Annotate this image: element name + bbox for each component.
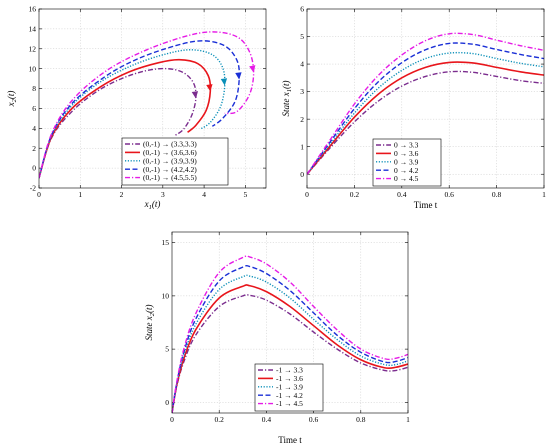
legend-label-3: -1 → 3.9	[276, 382, 303, 391]
x-axis-label: Time t	[414, 200, 438, 210]
y-tick-label: 15	[162, 238, 170, 247]
y-tick-label: 6	[300, 5, 304, 14]
legend-label-3: (0,-1) → (3.9,3.9)	[143, 156, 197, 165]
y-axis-label: x2(t)	[6, 91, 18, 108]
x-tick-label: 0.8	[356, 415, 366, 424]
legend: 0 → 3.30 → 3.60 → 3.90 → 4.20 → 4.5	[372, 138, 442, 187]
series-line-1	[307, 70, 544, 175]
arrowhead-3	[220, 78, 228, 86]
x-tick-label: 0.4	[397, 190, 407, 199]
plot-frame	[171, 231, 409, 414]
arrowhead-1	[191, 91, 199, 99]
series-group	[307, 32, 544, 175]
series-group	[172, 255, 408, 413]
x-axis-label: x1(t)	[144, 199, 161, 211]
x-tick-label: 2	[120, 190, 124, 199]
y-tick-label: 0	[32, 164, 36, 173]
series-line-3	[172, 274, 408, 413]
x-tick-label: 0.2	[215, 415, 225, 424]
y-tick-label: 14	[29, 24, 37, 33]
legend-label-2: 0 → 3.6	[394, 149, 419, 158]
series-line-5	[307, 32, 544, 175]
y-tick-label: 3	[300, 87, 304, 96]
y-tick-label: 0	[165, 398, 169, 407]
legend-label-1: (0,-1) → (3.3,3.3)	[143, 140, 197, 149]
series-line-4	[307, 42, 544, 175]
y-tick-label: 10	[162, 291, 170, 300]
y-axis-label: State x1(t)	[281, 81, 293, 117]
y-tick-label: 16	[29, 5, 37, 14]
x-tick-label: 0.8	[492, 190, 502, 199]
x-tick-label: 1	[78, 190, 82, 199]
y-tick-label: 1	[300, 142, 304, 151]
legend: -1 → 3.3-1 → 3.6-1 → 3.9-1 → 4.2-1 → 4.5	[254, 363, 324, 412]
legend-box	[372, 138, 442, 187]
x-tick-label: 0	[170, 415, 174, 424]
series-line-4	[172, 264, 408, 413]
x-tick-label: 0.6	[309, 415, 319, 424]
y-tick-label: 5	[300, 32, 304, 41]
legend-label-3: 0 → 3.9	[394, 157, 419, 166]
legend-label-4: -1 → 4.2	[276, 391, 303, 400]
x-tick-label: 1	[406, 415, 410, 424]
series-group	[39, 31, 256, 179]
series-line-5	[39, 31, 255, 179]
legend-label-2: (0,-1) → (3.6,3.6)	[143, 148, 197, 157]
plot-frame	[38, 8, 267, 189]
legend-label-4: 0 → 4.2	[394, 166, 419, 175]
series-line-1	[39, 67, 197, 179]
y-tick-label: 0	[300, 170, 304, 179]
series-line-2	[39, 58, 212, 179]
plot-frame	[306, 8, 545, 189]
legend-label-4: (0,-1) → (4.2,4.2)	[143, 165, 197, 174]
y-tick-label: 2	[32, 144, 36, 153]
x-tick-label: 3	[161, 190, 165, 199]
y-tick-label: 4	[32, 124, 36, 133]
y-tick-label: -2	[30, 184, 36, 193]
series-line-4	[39, 40, 241, 179]
series-line-5	[172, 255, 408, 413]
y-tick-label: 8	[32, 84, 36, 93]
series-line-3	[307, 51, 544, 175]
legend-label-5: (0,-1) → (4.5,5.5)	[143, 173, 197, 182]
arrowhead-4	[235, 72, 242, 80]
y-tick-label: 12	[29, 44, 37, 53]
y-tick-label: 5	[165, 345, 169, 354]
series-line-2	[307, 61, 544, 175]
series-line-2	[172, 284, 408, 413]
legend-label-5: 0 → 4.5	[394, 174, 419, 183]
y-axis-label: State x2(t)	[144, 305, 156, 341]
y-tick-label: 2	[300, 115, 304, 124]
x-tick-label: 0	[37, 190, 41, 199]
legend-label-1: 0 → 3.3	[394, 141, 419, 150]
arrowhead-2	[206, 84, 213, 92]
arrowhead-5	[249, 65, 256, 73]
legend: (0,-1) → (3.3,3.3)(0,-1) → (3.6,3.6)(0,-…	[121, 137, 229, 186]
legend-box	[254, 363, 324, 412]
y-tick-label: 6	[32, 104, 36, 113]
legend-label-2: -1 → 3.6	[276, 374, 303, 383]
x-tick-label: 0.6	[445, 190, 455, 199]
x-tick-label: 4	[202, 190, 206, 199]
y-tick-label: 10	[29, 64, 37, 73]
state-x1-chart: 0 0.2 0.4 0.6 0.8 1 0 1 2 3 4 5 6 Time t State x1(t) 0 …	[281, 5, 546, 210]
x-tick-label: 0.2	[350, 190, 360, 199]
legend-label-5: -1 → 4.5	[276, 399, 303, 408]
x-tick-label: 1	[542, 190, 546, 199]
x-tick-label: 0.4	[262, 415, 272, 424]
x-tick-label: 5	[243, 190, 247, 199]
x-tick-label: 0	[305, 190, 309, 199]
x-axis-label: Time t	[278, 435, 302, 445]
legend-label-1: -1 → 3.3	[276, 366, 303, 375]
y-tick-label: 4	[300, 60, 304, 69]
